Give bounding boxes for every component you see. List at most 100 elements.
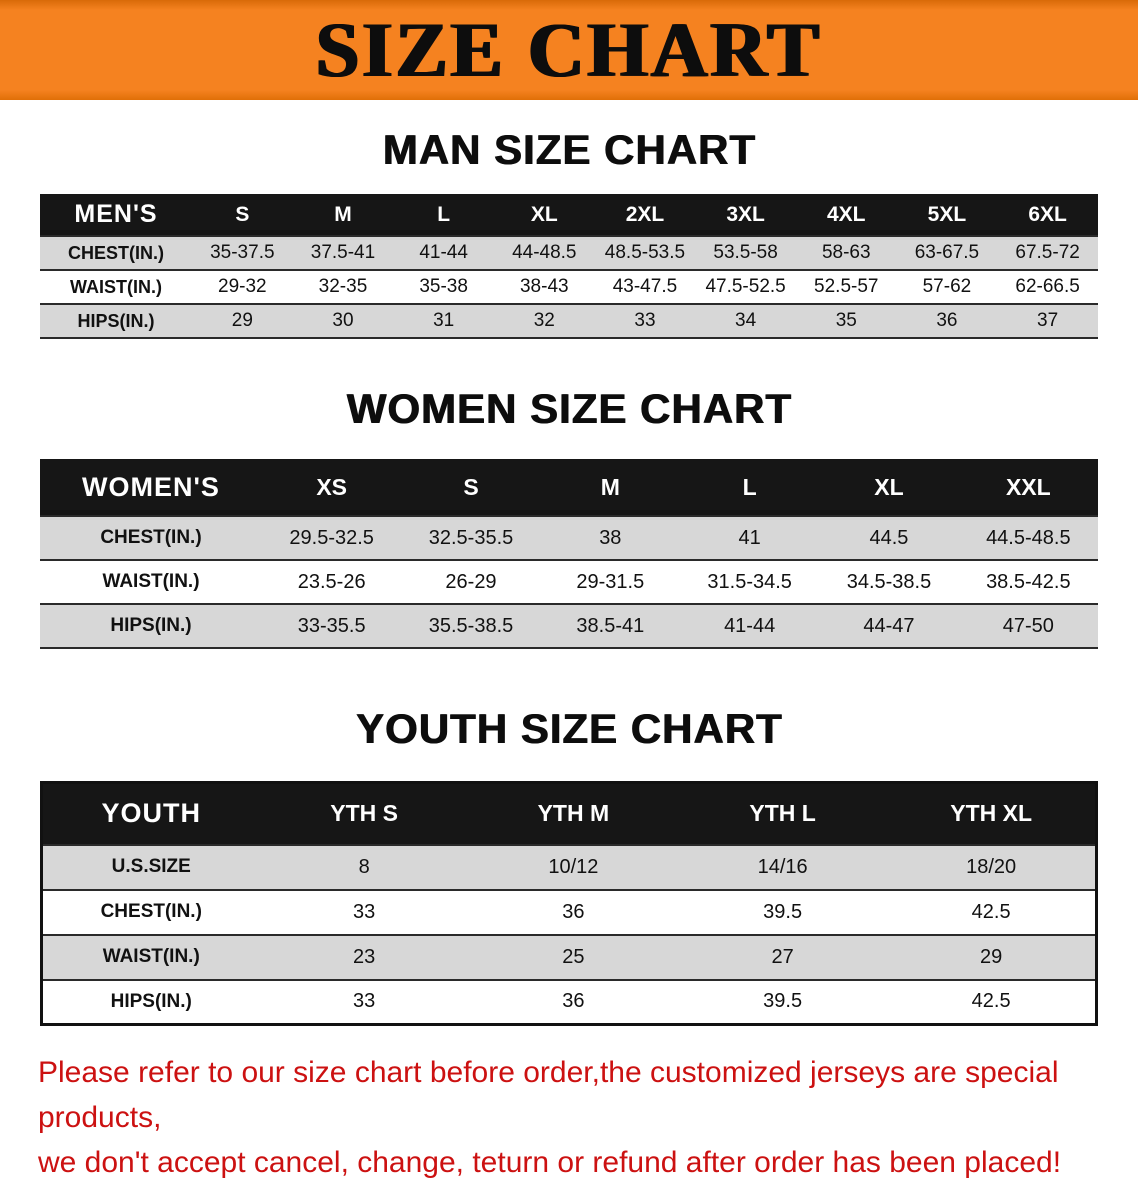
- youth-table-corner-label: YOUTH: [41, 782, 260, 845]
- women-col-header: XXL: [958, 459, 1098, 516]
- banner-title: SIZE CHART: [315, 6, 823, 93]
- table-cell: 29-31.5: [540, 559, 680, 605]
- table-cell: 39.5: [678, 888, 888, 936]
- table-cell: 41-44: [393, 235, 494, 271]
- youth-section-heading: YOUTH SIZE CHART: [355, 705, 783, 752]
- table-cell: 57-62: [896, 269, 998, 305]
- youth-col-header: YTH M: [468, 782, 678, 845]
- table-row: CHEST(IN.) 29.5-32.5 32.5-35.5 38 41 44.…: [40, 515, 1098, 561]
- table-cell: 14/16: [678, 843, 888, 891]
- youth-size-table: YOUTH YTH S YTH M YTH L YTH XL U.S.SIZE …: [40, 781, 1098, 1026]
- women-table-header-row: WOMEN'S XS S M L XL XXL: [40, 459, 1098, 516]
- table-cell: 36: [896, 303, 998, 339]
- table-cell: 27: [678, 933, 888, 981]
- table-cell: 32: [493, 303, 595, 339]
- men-col-header: 4XL: [795, 194, 897, 236]
- women-col-header: XL: [819, 459, 959, 516]
- row-label: CHEST(IN.): [40, 235, 192, 271]
- table-cell: 35: [795, 303, 897, 339]
- men-col-header: 3XL: [695, 194, 796, 236]
- table-cell: 29: [192, 303, 293, 339]
- disclaimer-line-1: Please refer to our size chart before or…: [38, 1056, 1059, 1134]
- women-section-heading: WOMEN SIZE CHART: [346, 385, 792, 432]
- table-cell: 33: [259, 888, 469, 936]
- table-row: WAIST(IN.) 23.5-26 26-29 29-31.5 31.5-34…: [40, 559, 1098, 605]
- youth-col-header: YTH XL: [887, 782, 1097, 845]
- table-row: HIPS(IN.) 29 30 31 32 33 34 35 36 37: [40, 303, 1098, 339]
- table-row: CHEST(IN.) 33 36 39.5 42.5: [41, 888, 1097, 936]
- men-col-header: M: [292, 194, 394, 236]
- table-cell: 35-38: [393, 269, 494, 305]
- men-col-header: 6XL: [997, 194, 1098, 236]
- table-cell: 38: [540, 515, 680, 561]
- men-table-corner-label: MEN'S: [40, 194, 192, 236]
- row-label: HIPS(IN.): [40, 303, 192, 339]
- table-cell: 35-37.5: [192, 235, 293, 271]
- table-cell: 31.5-34.5: [679, 559, 820, 605]
- table-cell: 31: [393, 303, 494, 339]
- table-cell: 29: [887, 933, 1097, 981]
- table-cell: 8: [259, 843, 469, 891]
- women-size-table: WOMEN'S XS S M L XL XXL CHEST(IN.) 29.5-…: [40, 459, 1098, 649]
- row-label: U.S.SIZE: [41, 843, 260, 891]
- table-cell: 62-66.5: [997, 269, 1098, 305]
- table-cell: 63-67.5: [896, 235, 998, 271]
- table-cell: 25: [468, 933, 678, 981]
- table-cell: 42.5: [887, 978, 1097, 1026]
- youth-col-header: YTH L: [678, 782, 888, 845]
- youth-col-header: YTH S: [259, 782, 469, 845]
- table-cell: 37: [997, 303, 1098, 339]
- row-label: WAIST(IN.): [41, 933, 260, 981]
- table-row: WAIST(IN.) 23 25 27 29: [41, 933, 1097, 981]
- table-cell: 35.5-38.5: [401, 603, 541, 649]
- men-col-header: XL: [493, 194, 595, 236]
- table-cell: 39.5: [678, 978, 888, 1026]
- table-cell: 41-44: [679, 603, 820, 649]
- women-col-header: XS: [262, 459, 402, 516]
- table-cell: 44.5: [819, 515, 959, 561]
- table-cell: 29.5-32.5: [262, 515, 402, 561]
- table-row: WAIST(IN.) 29-32 32-35 35-38 38-43 43-47…: [40, 269, 1098, 305]
- men-size-table: MEN'S S M L XL 2XL 3XL 4XL 5XL 6XL CHEST…: [40, 194, 1098, 339]
- men-col-header: L: [393, 194, 494, 236]
- men-col-header: 5XL: [896, 194, 998, 236]
- row-label: HIPS(IN.): [40, 603, 262, 649]
- table-cell: 30: [292, 303, 394, 339]
- table-cell: 47-50: [958, 603, 1098, 649]
- table-cell: 67.5-72: [997, 235, 1098, 271]
- table-cell: 42.5: [887, 888, 1097, 936]
- table-cell: 26-29: [401, 559, 541, 605]
- table-cell: 33: [594, 303, 696, 339]
- table-cell: 58-63: [795, 235, 897, 271]
- banner: SIZE CHART: [0, 0, 1138, 100]
- disclaimer-text: Please refer to our size chart before or…: [38, 1050, 1100, 1185]
- youth-table-header-row: YOUTH YTH S YTH M YTH L YTH XL: [41, 782, 1097, 845]
- table-cell: 18/20: [887, 843, 1097, 891]
- table-cell: 33: [259, 978, 469, 1026]
- table-cell: 38.5-41: [540, 603, 680, 649]
- women-col-header: L: [679, 459, 820, 516]
- table-cell: 10/12: [468, 843, 678, 891]
- table-row: HIPS(IN.) 33-35.5 35.5-38.5 38.5-41 41-4…: [40, 603, 1098, 649]
- table-cell: 23.5-26: [262, 559, 402, 605]
- row-label: CHEST(IN.): [40, 515, 262, 561]
- table-cell: 53.5-58: [695, 235, 796, 271]
- table-cell: 36: [468, 888, 678, 936]
- table-cell: 38-43: [493, 269, 595, 305]
- men-col-header: 2XL: [594, 194, 696, 236]
- table-row: CHEST(IN.) 35-37.5 37.5-41 41-44 44-48.5…: [40, 235, 1098, 271]
- table-cell: 41: [679, 515, 820, 561]
- table-cell: 32.5-35.5: [401, 515, 541, 561]
- table-cell: 47.5-52.5: [695, 269, 796, 305]
- table-row: HIPS(IN.) 33 36 39.5 42.5: [41, 978, 1097, 1026]
- men-table-header-row: MEN'S S M L XL 2XL 3XL 4XL 5XL 6XL: [40, 194, 1098, 236]
- table-cell: 34.5-38.5: [819, 559, 959, 605]
- women-col-header: M: [540, 459, 680, 516]
- row-label: WAIST(IN.): [40, 559, 262, 605]
- table-cell: 23: [259, 933, 469, 981]
- table-cell: 44-47: [819, 603, 959, 649]
- table-cell: 34: [695, 303, 796, 339]
- table-row: U.S.SIZE 8 10/12 14/16 18/20: [41, 843, 1097, 891]
- men-section-heading: MAN SIZE CHART: [382, 126, 756, 173]
